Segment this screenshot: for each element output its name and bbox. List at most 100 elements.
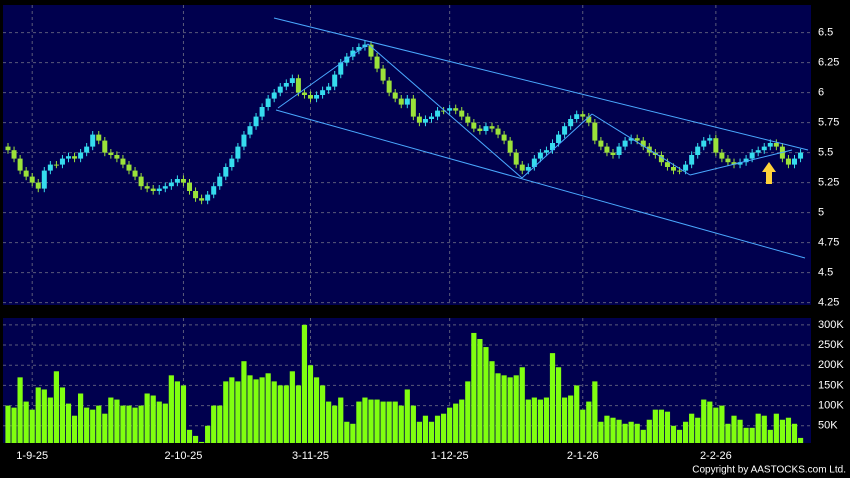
y-tick-label: 6.25 — [818, 57, 839, 69]
volume-bar — [555, 367, 562, 443]
candle-body — [23, 170, 29, 177]
volume-bar — [223, 381, 229, 443]
volume-bar — [326, 401, 332, 443]
volume-bar — [132, 407, 138, 443]
candle-body — [271, 92, 277, 99]
volume-bar — [568, 395, 574, 443]
candle-body — [592, 122, 598, 141]
candle-body — [332, 74, 338, 87]
candle-body — [483, 126, 489, 131]
volume-bar — [53, 371, 59, 443]
volume-bar — [253, 379, 259, 443]
candle-body — [404, 98, 410, 105]
candle-body — [132, 170, 138, 177]
candle-body — [199, 198, 205, 201]
candle-body — [767, 143, 773, 147]
volume-bar — [459, 399, 465, 443]
volume-bar — [434, 415, 441, 443]
volume-bar — [537, 399, 543, 443]
candle-body — [471, 122, 477, 129]
volume-bar — [126, 405, 132, 443]
volume-bar — [168, 375, 174, 443]
candle-body — [241, 134, 247, 147]
volume-bar — [701, 399, 707, 443]
candle-body — [114, 155, 120, 159]
candle-body — [72, 156, 78, 159]
candle-body — [392, 92, 398, 99]
candle-body — [598, 140, 604, 147]
candle-body — [144, 186, 150, 189]
candle-body — [755, 150, 761, 153]
volume-bar — [277, 385, 283, 443]
candle-body — [174, 179, 180, 183]
candle-body — [719, 152, 725, 159]
volume-bar — [144, 393, 150, 443]
volume-bar — [543, 397, 550, 443]
volume-bar — [779, 419, 785, 443]
candle-body — [664, 162, 670, 167]
candle-body — [489, 126, 495, 129]
candle-body — [416, 116, 422, 123]
volume-bar — [295, 385, 301, 443]
candle-body — [447, 108, 453, 111]
volume-bar — [422, 415, 429, 443]
volume-bar — [489, 361, 495, 443]
candle-body — [59, 158, 65, 165]
candle-body — [168, 182, 174, 187]
volume-bar — [610, 417, 616, 443]
candle-body — [749, 152, 755, 159]
candle-body — [108, 152, 114, 155]
candle-body — [683, 164, 689, 171]
candle-body — [84, 146, 90, 153]
volume-bar — [646, 419, 652, 443]
volume-bar — [507, 377, 513, 443]
copyright: Copyright by AASTOCKS.com Ltd. — [692, 465, 846, 476]
volume-bar — [102, 413, 108, 443]
y-tick-label: 6.5 — [818, 27, 833, 39]
volume-bar — [392, 401, 398, 443]
candle-body — [53, 164, 59, 166]
candle-body — [713, 138, 719, 153]
volume-bar — [791, 423, 798, 443]
y-tick-label: 4.5 — [818, 267, 833, 279]
trend-lines — [273, 17, 809, 259]
volume-bar — [386, 401, 392, 443]
volume-bar — [356, 401, 362, 443]
volume-bar — [320, 385, 326, 443]
volume-bar — [108, 397, 114, 443]
candle-body — [429, 116, 434, 119]
candle-body — [374, 56, 380, 69]
y-tick-label: 4.25 — [818, 297, 839, 309]
y-tick-label: 250K — [818, 339, 844, 351]
price-panel — [3, 5, 811, 305]
volume-bar — [495, 373, 501, 443]
volume-bar — [767, 429, 773, 443]
volume-bar — [380, 401, 386, 443]
candle-body — [205, 194, 211, 201]
candle-body — [247, 126, 253, 135]
volume-bar — [441, 413, 447, 443]
candle-body — [126, 164, 132, 171]
volume-bar — [658, 409, 664, 443]
volume-bar — [719, 405, 725, 443]
candle-body — [5, 146, 11, 151]
volume-bar — [761, 415, 767, 443]
volume-bar — [598, 421, 604, 443]
volume-bar — [229, 377, 235, 443]
y-tick-label: 6 — [818, 87, 824, 99]
candle-body — [525, 167, 531, 171]
candle-body — [550, 143, 555, 151]
volume-bar — [676, 429, 683, 443]
volume-bar — [471, 332, 477, 443]
candle-body — [634, 138, 640, 141]
volume-bar — [592, 381, 598, 443]
volume-bar — [156, 401, 162, 443]
volume-bar — [755, 413, 761, 443]
candle-body — [301, 92, 307, 95]
x-tick-label: 2-2-26 — [700, 450, 732, 462]
y-tick-label: 5.5 — [818, 147, 833, 159]
volume-bar — [447, 407, 453, 443]
y-tick-label: 5.25 — [818, 177, 839, 189]
candle-body — [314, 95, 320, 99]
